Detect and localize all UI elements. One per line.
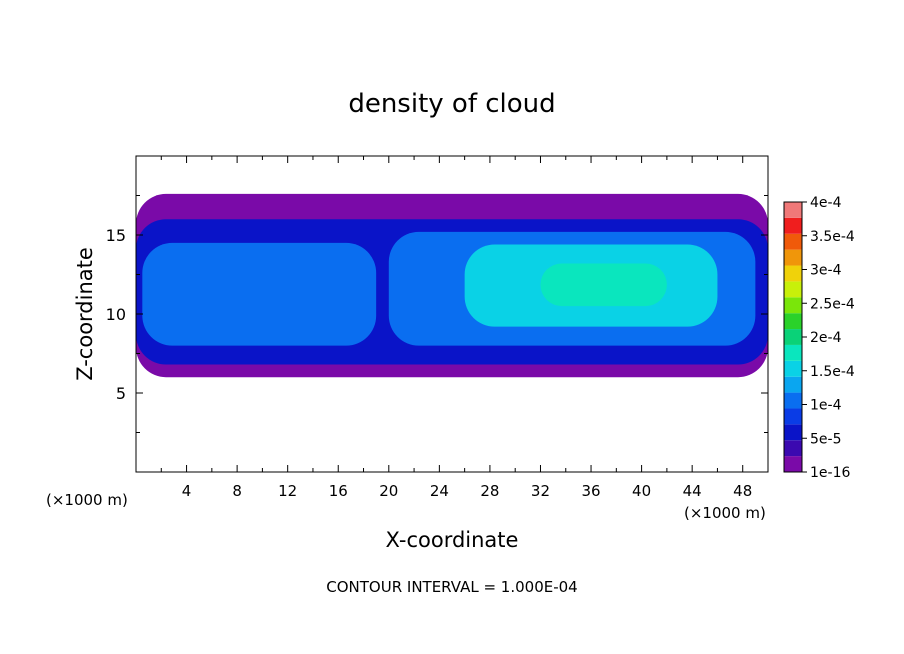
y-tick-label: 15	[106, 226, 126, 245]
y-tick-label: 10	[106, 305, 126, 324]
colorbar-label: 3e-4	[810, 263, 842, 279]
x-tick-label: 36	[581, 482, 600, 500]
colorbar-segment	[784, 313, 802, 330]
colorbar-segment	[784, 376, 802, 393]
x-tick-label: 8	[232, 482, 242, 500]
cloud-region-2	[142, 242, 377, 346]
colorbar-segment	[784, 456, 802, 472]
colorbar-segment	[784, 233, 802, 250]
colorbar-segment	[784, 249, 802, 266]
colorbar-segment	[784, 265, 802, 282]
colorbar-label: 1e-4	[810, 398, 842, 414]
colorbar-segment	[784, 217, 802, 234]
y-axis-ticks: 5 10 15	[106, 195, 768, 433]
colorbar-label: 4e-4	[810, 195, 842, 211]
x-tick-label: 44	[683, 482, 702, 500]
x-tick-label: 4	[182, 482, 192, 500]
cloud-density-field	[136, 193, 768, 378]
colorbar-segment	[784, 440, 802, 457]
contour-interval-note: CONTOUR INTERVAL = 1.000E-04	[326, 578, 577, 596]
chart-title: density of cloud	[348, 89, 555, 119]
x-tick-label: 12	[278, 482, 297, 500]
x-tick-label: 28	[480, 482, 499, 500]
colorbar-segment	[784, 297, 802, 314]
x-tick-label: 24	[430, 482, 449, 500]
y-axis-label: Z-coordinate	[73, 247, 97, 381]
colorbar-label: 1.5e-4	[810, 364, 855, 380]
colorbar-segment	[784, 202, 802, 218]
colorbar-label: 1e-16	[810, 465, 850, 481]
colorbar-label: 2e-4	[810, 330, 842, 346]
cloud-region-5	[540, 263, 667, 307]
x-tick-label: 40	[632, 482, 651, 500]
colorbar-label: 2.5e-4	[810, 296, 855, 312]
x-tick-label: 48	[733, 482, 752, 500]
x-axis-label: X-coordinate	[386, 528, 519, 552]
colorbar: 1e-16 5e-5 1e-4 1.5e-4 2e-4 2.5e-4 3e-4 3.5e-4 4…	[783, 195, 855, 481]
colorbar-segment	[784, 408, 802, 425]
colorbar-segment	[784, 360, 802, 377]
x-tick-label: 16	[329, 482, 348, 500]
colorbar-segment	[784, 424, 802, 441]
x-tick-label: 20	[379, 482, 398, 500]
colorbar-segment	[784, 392, 802, 409]
x-unit-left: (×1000 m)	[46, 491, 128, 509]
x-tick-label: 32	[531, 482, 550, 500]
colorbar-label: 3.5e-4	[810, 229, 855, 245]
x-axis-ticks: 4 8 12 16 20 24 28 32 36 40 44 48	[160, 156, 752, 500]
colorbar-label: 5e-5	[810, 431, 841, 447]
colorbar-segment	[784, 281, 802, 298]
colorbar-segment	[784, 344, 802, 361]
y-tick-label: 5	[116, 384, 126, 403]
x-unit-right: (×1000 m)	[684, 504, 766, 522]
colorbar-segment	[784, 329, 802, 345]
